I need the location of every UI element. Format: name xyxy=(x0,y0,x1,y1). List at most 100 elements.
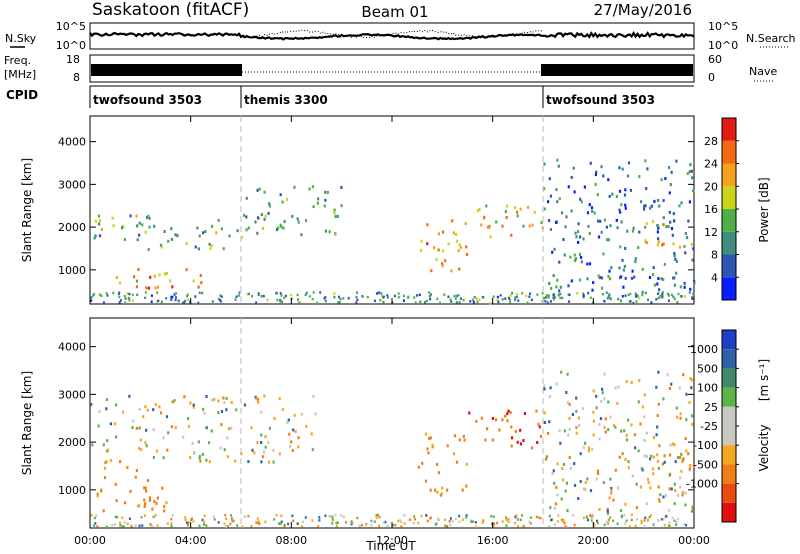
echo-cell xyxy=(402,294,405,298)
echo-cell xyxy=(647,481,650,485)
echo-cell xyxy=(159,243,163,247)
echo-cell xyxy=(573,190,576,194)
velocity-colorbar-tick-label: 1000 xyxy=(690,343,718,356)
echo-cell xyxy=(264,445,267,449)
echo-cell xyxy=(684,295,687,298)
echo-cell xyxy=(653,199,656,203)
echo-cell xyxy=(588,232,591,235)
echo-cell xyxy=(417,521,420,525)
beam-title: Beam 01 xyxy=(361,3,428,21)
echo-cell xyxy=(548,282,551,285)
velocity-colorbar-tick-label: 100 xyxy=(697,382,718,395)
echo-cell xyxy=(514,206,517,210)
echo-cell xyxy=(665,493,668,497)
echo-cell xyxy=(289,444,292,448)
echo-cell xyxy=(543,411,546,415)
echo-cell xyxy=(595,406,598,410)
echo-cell xyxy=(138,524,141,528)
echo-cell xyxy=(692,189,695,193)
echo-cell xyxy=(112,291,115,295)
echo-cell xyxy=(283,296,286,300)
echo-cell xyxy=(543,421,546,424)
echo-cell xyxy=(90,514,93,517)
echo-cell xyxy=(426,447,429,451)
echo-cell xyxy=(645,241,648,245)
echo-cell xyxy=(552,293,555,297)
echo-cell xyxy=(229,522,232,526)
echo-cell xyxy=(144,230,147,234)
echo-cell xyxy=(517,525,519,528)
echo-cell xyxy=(579,197,582,201)
echo-cell xyxy=(454,297,457,300)
echo-cell xyxy=(627,293,630,297)
echo-cell xyxy=(644,239,647,243)
freq-bar-twofsound-1 xyxy=(91,64,242,76)
echo-cell xyxy=(649,206,652,210)
echo-cell xyxy=(323,297,326,300)
echo-cell xyxy=(608,293,611,297)
echo-cell xyxy=(360,524,363,527)
echo-cell xyxy=(210,429,213,433)
echo-cell xyxy=(478,207,481,211)
echo-cell xyxy=(138,233,141,237)
echo-cell xyxy=(165,272,168,275)
echo-cell xyxy=(588,262,592,266)
echo-cell xyxy=(96,525,99,528)
echo-cell xyxy=(253,451,256,455)
echo-cell xyxy=(635,482,638,486)
echo-cell xyxy=(567,185,570,189)
echo-cell xyxy=(650,301,653,304)
echo-cell xyxy=(198,524,201,528)
noise-tick-right-low: 10^0 xyxy=(708,39,738,52)
echo-cell xyxy=(268,202,271,206)
echo-cell xyxy=(185,268,188,272)
echo-cell xyxy=(602,252,605,256)
echo-cell xyxy=(625,438,629,442)
echo-cell xyxy=(148,498,152,502)
echo-cell xyxy=(658,500,661,503)
echo-cell xyxy=(192,405,195,409)
echo-cell xyxy=(663,454,666,458)
cpid-label: CPID xyxy=(6,88,38,102)
echo-cell xyxy=(145,286,148,290)
echo-cell xyxy=(370,524,373,527)
echo-cell xyxy=(607,518,610,522)
echo-cell xyxy=(142,415,145,419)
echo-cell xyxy=(145,428,148,432)
echo-cell xyxy=(606,509,609,513)
echo-cell xyxy=(640,200,643,204)
echo-cell xyxy=(189,401,192,405)
echo-cell xyxy=(630,276,634,280)
echo-cell xyxy=(247,514,250,518)
echo-cell xyxy=(665,515,668,518)
echo-cell xyxy=(461,488,464,492)
echo-cell xyxy=(258,522,261,526)
echo-cell xyxy=(473,296,476,299)
echo-cell xyxy=(688,401,691,405)
echo-cell xyxy=(589,161,592,165)
echo-cell xyxy=(608,496,611,500)
echo-cell xyxy=(670,382,673,386)
echo-cell xyxy=(154,286,157,290)
velocity-colorbar-tick-label: 25 xyxy=(704,401,718,414)
echo-cell xyxy=(430,293,432,296)
echo-cell xyxy=(144,405,147,409)
echo-cell xyxy=(555,382,558,386)
x-tick-label: 00:00 xyxy=(74,534,106,547)
echo-cell xyxy=(501,298,504,301)
x-tick-label: 08:00 xyxy=(275,534,307,547)
echo-cell xyxy=(604,430,607,434)
echo-cell xyxy=(668,473,671,477)
echo-cell xyxy=(605,291,608,294)
power-colorbar-label: Power [dB] xyxy=(757,177,771,242)
velocity-colorbar-swatch xyxy=(722,445,736,465)
echo-cell xyxy=(334,513,337,517)
echo-cell xyxy=(584,481,587,484)
echo-cell xyxy=(636,294,639,298)
echo-cell xyxy=(610,489,613,492)
echo-cell xyxy=(333,211,336,215)
echo-cell xyxy=(205,458,208,462)
echo-cell xyxy=(305,291,308,295)
echo-cell xyxy=(442,230,445,234)
echo-cell xyxy=(623,429,626,433)
